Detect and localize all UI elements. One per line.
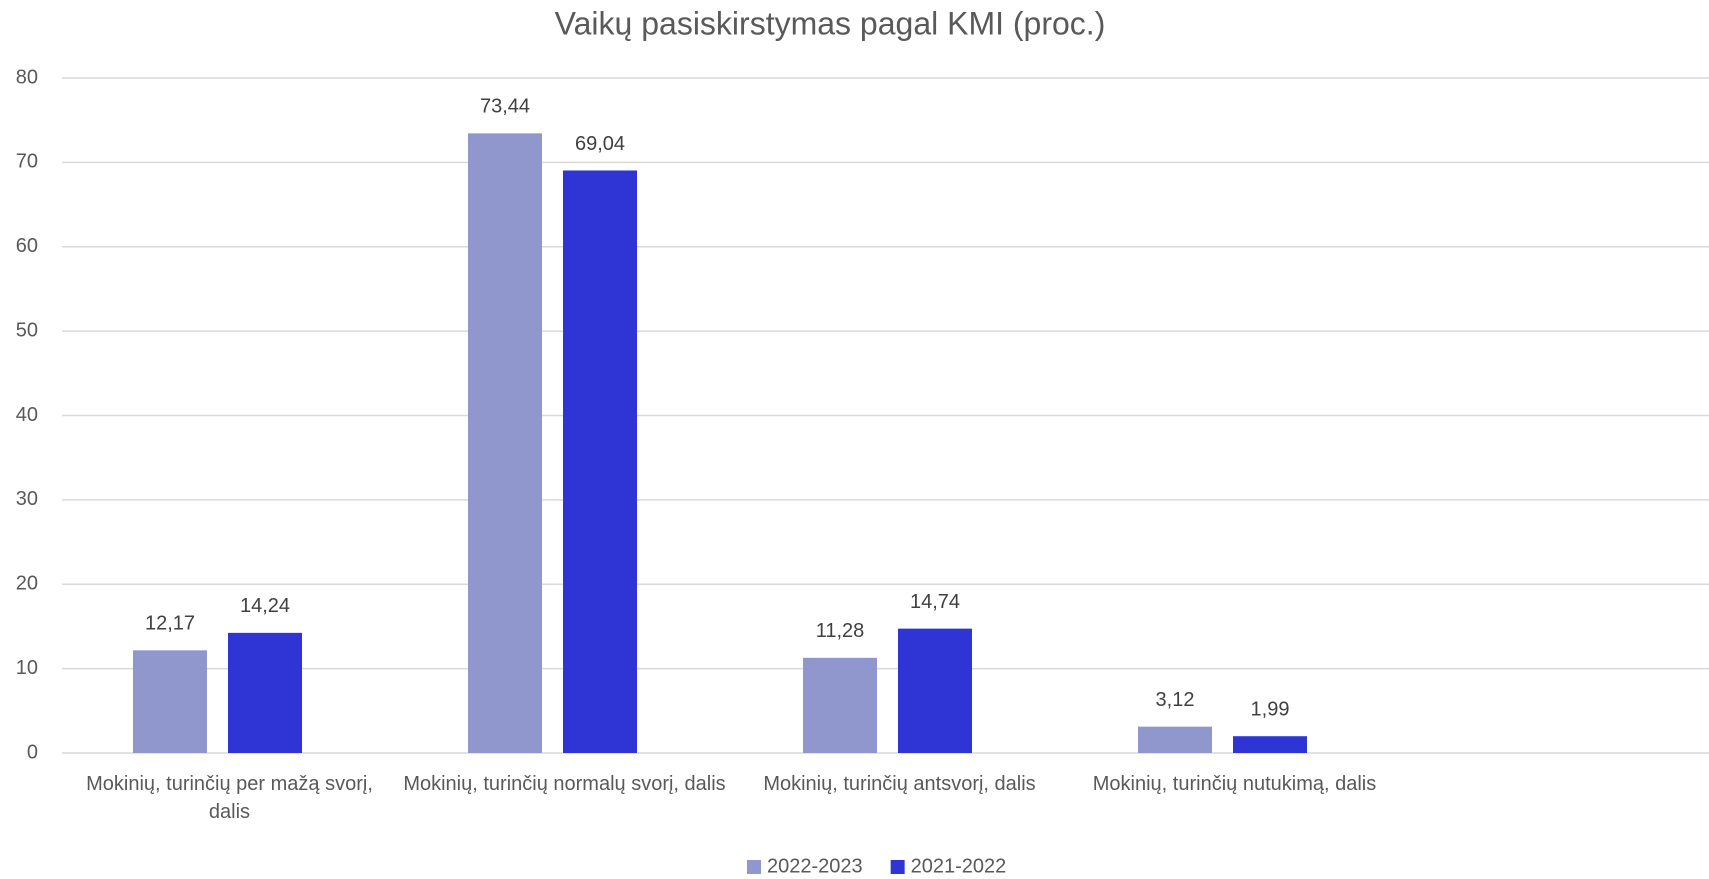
y-tick-label: 80 <box>16 66 38 88</box>
data-label: 11,28 <box>816 620 865 642</box>
legend-swatch <box>890 860 905 874</box>
chart-title: Vaikų pasiskirstymas pagal KMI (proc.) <box>555 5 1106 41</box>
bar <box>1138 726 1212 753</box>
y-tick-label: 60 <box>16 235 38 257</box>
x-tick-label: Mokinių, turinčių nutukimą, dalis <box>1092 773 1377 795</box>
bar <box>228 632 302 753</box>
legend-swatch <box>747 860 761 874</box>
bar <box>1233 736 1307 753</box>
data-label: 14,24 <box>240 595 290 617</box>
y-tick-label: 70 <box>16 151 38 173</box>
bar <box>133 650 207 753</box>
data-label: 12,17 <box>145 613 195 635</box>
x-tick-label-box: Mokinių, turinčių nutukimą, dalis <box>1092 773 1377 795</box>
legend-label: 2022-2023 <box>767 855 863 877</box>
legend-label: 2021-2022 <box>911 855 1007 877</box>
y-tick-label: 50 <box>16 319 38 341</box>
x-tick-label-box: Mokinių, turinčių normalų svorį, dalis <box>403 773 726 795</box>
data-label: 69,04 <box>575 133 625 155</box>
y-tick-label: 20 <box>16 573 38 595</box>
y-tick-label: 30 <box>16 488 38 510</box>
data-label: 3,12 <box>1156 689 1195 711</box>
data-label: 73,44 <box>480 96 530 118</box>
data-label: 14,74 <box>910 591 960 613</box>
y-tick-label: 40 <box>16 404 38 426</box>
bar <box>468 133 542 754</box>
x-tick-label: Mokinių, turinčių normalų svorį, dalis <box>403 773 726 795</box>
x-tick-label: Mokinių, turinčių per mažą svorį, dalis <box>86 773 373 823</box>
x-tick-label: Mokinių, turinčių antsvorį, dalis <box>763 773 1036 795</box>
x-tick-label-box: Mokinių, turinčių antsvorį, dalis <box>763 773 1036 795</box>
bar <box>563 170 637 754</box>
data-label: 1,99 <box>1251 698 1290 720</box>
y-tick-label: 10 <box>16 657 38 679</box>
y-tick-label: 0 <box>27 741 38 763</box>
bar <box>803 657 877 753</box>
bar <box>898 628 972 753</box>
x-tick-label-box: Mokinių, turinčių per mažą svorį, dalis <box>86 773 373 823</box>
